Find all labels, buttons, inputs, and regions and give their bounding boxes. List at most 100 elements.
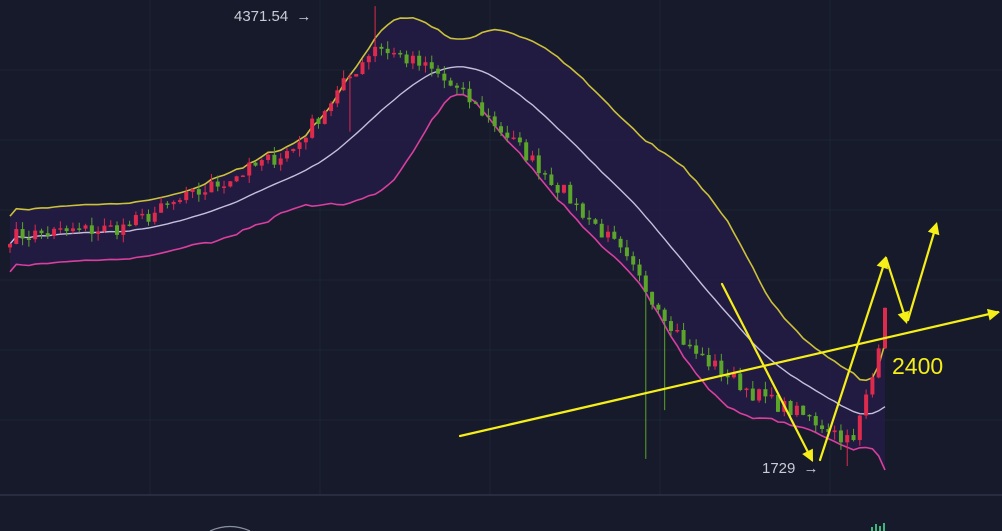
candle <box>115 221 120 240</box>
candle <box>807 414 812 421</box>
candle <box>26 230 31 247</box>
candle <box>838 424 843 450</box>
candle <box>668 316 673 336</box>
candle <box>505 125 510 143</box>
candle <box>675 323 680 333</box>
candle <box>543 170 548 180</box>
candle <box>146 209 151 226</box>
candle <box>240 174 245 178</box>
candle <box>618 236 623 254</box>
candle <box>159 197 164 213</box>
candle <box>687 339 692 349</box>
candle <box>58 221 63 234</box>
trend-drawings <box>458 222 1000 462</box>
candle <box>360 59 365 75</box>
rebound-arrow <box>818 256 888 462</box>
candle <box>14 222 19 245</box>
candle <box>813 412 818 432</box>
candle <box>486 108 491 123</box>
level-2400-label: 2400 <box>892 353 943 379</box>
candle <box>203 185 208 200</box>
candle <box>694 339 699 359</box>
candle <box>580 202 585 220</box>
candle <box>606 225 611 243</box>
candle <box>152 206 157 225</box>
candle <box>133 211 138 227</box>
arrow-head <box>927 222 940 236</box>
candle <box>574 198 579 211</box>
volume-indicator-fragment <box>209 525 251 531</box>
candle <box>706 347 711 371</box>
breakout-arrow <box>906 224 938 322</box>
candle <box>461 82 466 95</box>
candle <box>832 425 837 440</box>
candle <box>184 186 189 204</box>
candle <box>20 222 25 246</box>
volume-bar <box>883 523 885 531</box>
candle <box>511 130 516 140</box>
candle <box>454 82 459 95</box>
candle <box>612 225 617 240</box>
candle <box>549 167 554 186</box>
volume-bar <box>871 527 873 531</box>
candle <box>499 122 504 137</box>
candle <box>228 180 233 188</box>
candle <box>127 220 132 227</box>
candle <box>322 109 327 125</box>
candle <box>303 136 308 150</box>
candle <box>568 181 573 204</box>
candle <box>744 387 749 398</box>
candle <box>373 6 378 63</box>
candle <box>769 387 774 399</box>
candle <box>171 200 176 210</box>
arrow-head <box>802 448 813 462</box>
candle <box>196 182 201 202</box>
candle <box>517 132 522 146</box>
volume-bar <box>879 526 881 531</box>
candle <box>656 302 661 315</box>
candle <box>297 135 302 157</box>
support-trend-line <box>458 310 1000 438</box>
arrow-head <box>986 308 1000 321</box>
candle <box>492 111 497 132</box>
candle <box>64 225 69 236</box>
candles <box>8 6 887 466</box>
candle <box>354 74 359 77</box>
candle <box>775 393 780 413</box>
candle <box>366 54 371 70</box>
candle <box>662 307 667 411</box>
candle <box>96 226 101 241</box>
candle <box>108 220 113 227</box>
candle <box>448 77 453 87</box>
candle <box>404 50 409 68</box>
bollinger-band-fill <box>10 17 885 471</box>
candle <box>637 259 642 282</box>
candle <box>820 419 825 433</box>
candle <box>272 147 277 169</box>
candle <box>284 147 289 162</box>
candle <box>593 218 598 225</box>
candle <box>379 43 384 56</box>
candle <box>316 116 321 129</box>
volume-bars <box>871 523 885 531</box>
candle <box>643 270 648 459</box>
downtrend-arrow <box>720 282 814 462</box>
candle <box>788 399 793 418</box>
candle <box>410 51 415 70</box>
low-price-label: 1729 → <box>762 460 819 477</box>
candle <box>391 47 396 58</box>
candle <box>801 405 806 416</box>
candle <box>467 81 472 109</box>
candle <box>700 347 705 356</box>
candle <box>398 50 403 58</box>
candle <box>857 414 862 446</box>
candle <box>750 381 755 401</box>
candle <box>77 222 82 232</box>
candle <box>417 50 422 71</box>
candle <box>291 148 296 153</box>
candle <box>347 73 352 132</box>
candle <box>624 239 629 261</box>
candle <box>266 152 271 164</box>
candle <box>599 218 604 238</box>
